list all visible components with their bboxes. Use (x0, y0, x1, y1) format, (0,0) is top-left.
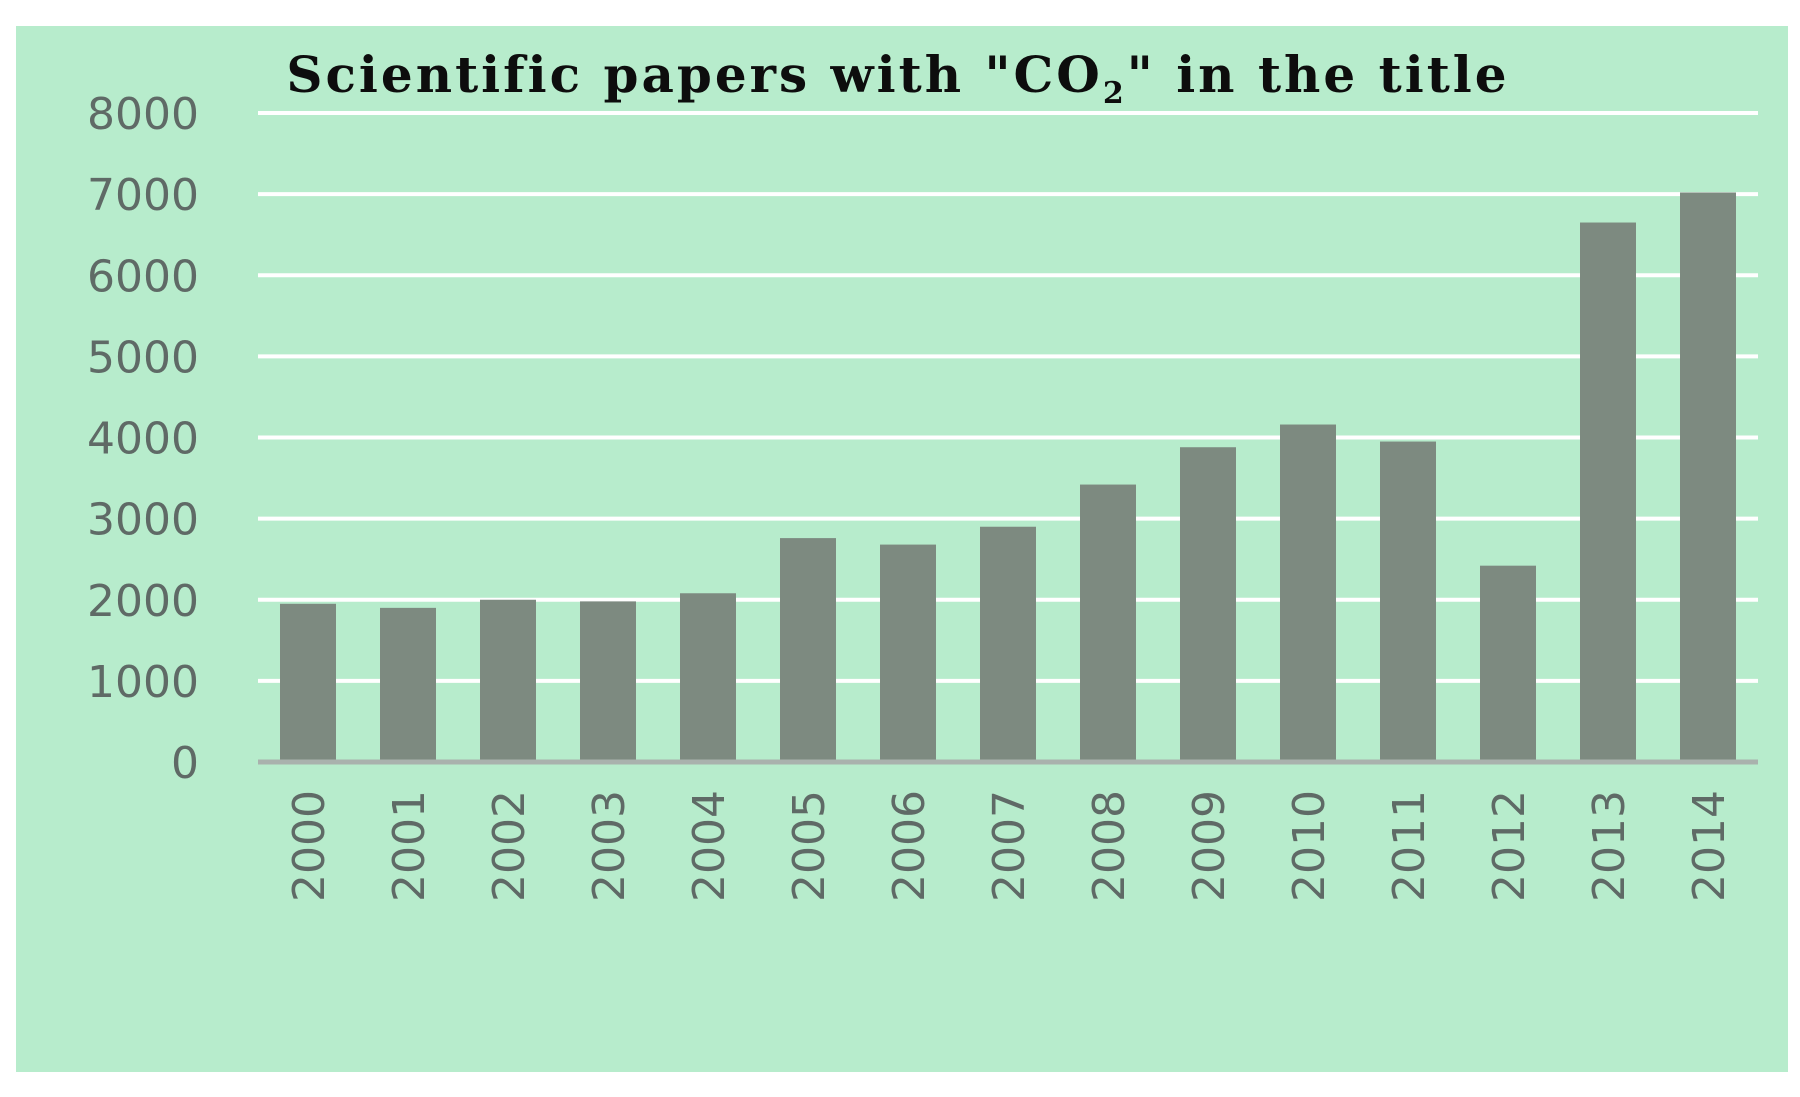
x-tick-label-2003: 2003 (584, 790, 635, 902)
bar-2011 (1380, 441, 1436, 762)
y-tick-label-1000: 1000 (87, 657, 199, 708)
bar-2006 (880, 544, 936, 762)
x-tick-label-2002: 2002 (484, 790, 535, 902)
x-tick-label-2001: 2001 (384, 790, 435, 902)
bars (280, 192, 1736, 763)
x-tick-label-2009: 2009 (1184, 790, 1235, 902)
chart-title-part-1: Scientific papers with "CO (286, 45, 1102, 104)
x-tick-label-2011: 2011 (1384, 790, 1435, 902)
bar-2012 (1480, 565, 1536, 762)
x-tick-label-2005: 2005 (784, 790, 835, 902)
x-tick-label-2006: 2006 (884, 790, 935, 902)
bar-2000 (280, 603, 336, 762)
x-axis-tick-labels: 2000 2001 2002 2003 2004 2005 2006 2007 2008 2009… (284, 790, 1735, 902)
bar-2009 (1180, 447, 1236, 762)
chart-title-part-2: " in the title (1127, 45, 1510, 104)
bar-2010 (1280, 424, 1336, 762)
x-tick-label-2008: 2008 (1084, 790, 1135, 902)
x-tick-label-2004: 2004 (684, 790, 735, 902)
chart-title-subscript: 2 (1103, 76, 1127, 111)
y-axis-tick-labels: 0 1000 2000 3000 4000 5000 6000 7000 8000 (87, 89, 199, 789)
bar-2002 (480, 599, 536, 762)
bar-2013 (1580, 222, 1636, 763)
bar-2004 (680, 593, 736, 762)
chart-title: Scientific papers with "CO2" in the titl… (286, 45, 1509, 111)
y-tick-label-5000: 5000 (87, 332, 199, 383)
y-tick-label-3000: 3000 (87, 495, 199, 546)
y-tick-label-0: 0 (171, 738, 199, 789)
y-tick-label-7000: 7000 (87, 170, 199, 221)
x-tick-label-2007: 2007 (984, 790, 1035, 902)
bar-2014 (1680, 192, 1736, 762)
y-tick-label-4000: 4000 (87, 414, 199, 465)
y-tick-label-6000: 6000 (87, 251, 199, 302)
x-tick-label-2014: 2014 (1684, 790, 1735, 902)
chart-panel: 0 1000 2000 3000 4000 5000 6000 7000 8000 2000 20… (16, 26, 1788, 1072)
x-tick-label-2010: 2010 (1284, 790, 1335, 902)
x-tick-label-2000: 2000 (284, 790, 335, 902)
bar-2005 (780, 538, 836, 762)
bar-2007 (980, 526, 1036, 762)
x-tick-label-2012: 2012 (1484, 790, 1535, 902)
y-tick-label-2000: 2000 (87, 576, 199, 627)
y-tick-label-8000: 8000 (87, 89, 199, 140)
bar-2008 (1080, 484, 1136, 762)
bar-2001 (380, 607, 436, 762)
x-tick-label-2013: 2013 (1584, 790, 1635, 902)
bar-2003 (580, 601, 636, 762)
